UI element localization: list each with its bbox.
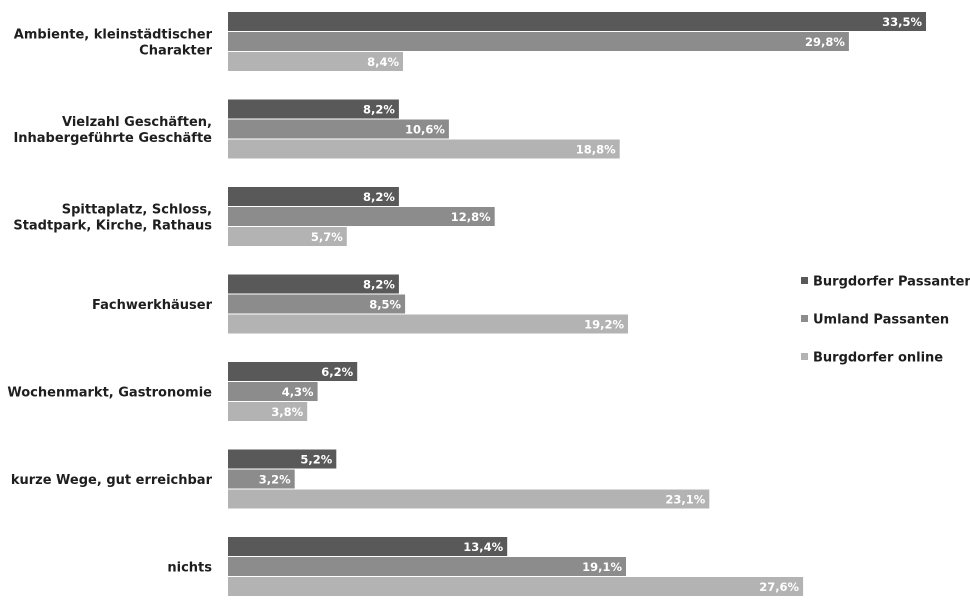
legend-swatch-burgdorfer-online [801, 353, 808, 360]
bar-burgdorfer-passanten-ambiente-kleinst-dtischer-charakter [228, 12, 926, 31]
data-label-umland-passanten-spittaplatz-schloss-stadtpark-kirche-rathaus: 12,8% [451, 210, 491, 224]
legend-swatch-burgdorfer-passanten [801, 277, 808, 284]
data-label-burgdorfer-online-spittaplatz-schloss-stadtpark-kirche-rathaus: 5,7% [311, 230, 343, 244]
data-label-burgdorfer-online-wochenmarkt-gastronomie: 3,8% [271, 405, 303, 419]
legend-swatch-umland-passanten [801, 315, 808, 322]
legend-label-burgdorfer-online: Burgdorfer online [813, 351, 943, 366]
data-label-burgdorfer-passanten-nichts: 13,4% [463, 540, 503, 554]
data-label-burgdorfer-online-kurze-wege-gut-erreichbar: 23,1% [665, 493, 705, 507]
legend-label-umland-passanten: Umland Passanten [813, 313, 949, 328]
data-label-burgdorfer-online-fachwerkh-user: 19,2% [584, 318, 624, 332]
data-label-umland-passanten-kurze-wege-gut-erreichbar: 3,2% [259, 473, 291, 487]
bar-burgdorfer-passanten-kurze-wege-gut-erreichbar [228, 449, 337, 469]
bar-umland-passanten-wochenmarkt-gastronomie [228, 382, 318, 401]
data-label-umland-passanten-nichts: 19,1% [582, 560, 622, 574]
bar-burgdorfer-online-vielzahl-gesch-ften-inhabergef-hrte-gesch-fte [228, 139, 620, 159]
bar-umland-passanten-fachwerkh-user [228, 294, 406, 314]
bar-burgdorfer-passanten-wochenmarkt-gastronomie [228, 362, 358, 381]
bars: 33,5% 29,8% 8,4% 8,2% 10,6% 18,8% 8,2% 12,8% 5,7… [228, 12, 926, 596]
data-label-umland-passanten-fachwerkh-user: 8,5% [369, 298, 401, 312]
bar-umland-passanten-spittaplatz-schloss-stadtpark-kirche-rathaus [228, 207, 495, 226]
data-label-umland-passanten-wochenmarkt-gastronomie: 4,3% [282, 385, 314, 399]
bar-burgdorfer-online-kurze-wege-gut-erreichbar [228, 489, 710, 509]
data-label-burgdorfer-passanten-kurze-wege-gut-erreichbar: 5,2% [300, 453, 332, 467]
bar-burgdorfer-online-fachwerkh-user [228, 314, 628, 334]
data-label-burgdorfer-online-vielzahl-gesch-ften-inhabergef-hrte-gesch-fte: 18,8% [576, 143, 616, 157]
category-label-spittaplatz-schloss-stadtpark-kirche-rathaus: Spittaplatz, Schloss, Stadtpark, Kirche, … [13, 203, 212, 234]
bar-burgdorfer-online-wochenmarkt-gastronomie [228, 402, 308, 421]
category-label-kurze-wege-gut-erreichbar: kurze Wege, gut erreichbar [11, 473, 213, 488]
legend: Burgdorfer Passanten Umland Passanten Burg… [801, 275, 970, 366]
data-label-burgdorfer-passanten-spittaplatz-schloss-stadtpark-kirche-rathaus: 8,2% [363, 190, 395, 204]
data-label-burgdorfer-online-ambiente-kleinst-dtischer-charakter: 8,4% [367, 55, 399, 69]
bar-umland-passanten-nichts [228, 557, 626, 576]
bar-burgdorfer-online-nichts [228, 577, 804, 596]
bar-burgdorfer-online-spittaplatz-schloss-stadtpark-kirche-rathaus [228, 227, 347, 246]
legend-label-burgdorfer-passanten: Burgdorfer Passanten [813, 275, 970, 290]
category-label-ambiente-kleinst-dtischer-charakter: Ambiente, kleinstädtischer Charakter [14, 28, 213, 59]
data-label-burgdorfer-passanten-vielzahl-gesch-ften-inhabergef-hrte-gesch-fte: 8,2% [363, 103, 395, 117]
category-label-fachwerkh-user: Fachwerkhäuser [92, 298, 213, 313]
bar-umland-passanten-vielzahl-gesch-ften-inhabergef-hrte-gesch-fte [228, 119, 449, 139]
data-label-burgdorfer-passanten-wochenmarkt-gastronomie: 6,2% [321, 365, 353, 379]
bar-burgdorfer-passanten-vielzahl-gesch-ften-inhabergef-hrte-gesch-fte [228, 99, 399, 119]
bar-umland-passanten-ambiente-kleinst-dtischer-charakter [228, 32, 849, 51]
data-label-burgdorfer-passanten-fachwerkh-user: 8,2% [363, 278, 395, 292]
category-labels: Ambiente, kleinstädtischer Charakter Vielz… [7, 28, 212, 576]
category-label-vielzahl-gesch-ften-inhabergef-hrte-gesch-fte: Vielzahl Geschäften, Inhabergeführte Gesc… [13, 115, 212, 146]
category-label-wochenmarkt-gastronomie: Wochenmarkt, Gastronomie [7, 386, 212, 401]
data-label-umland-passanten-ambiente-kleinst-dtischer-charakter: 29,8% [805, 35, 845, 49]
category-label-nichts: nichts [167, 561, 212, 576]
bar-umland-passanten-kurze-wege-gut-erreichbar [228, 469, 295, 489]
bar-burgdorfer-passanten-fachwerkh-user [228, 274, 399, 294]
data-label-umland-passanten-vielzahl-gesch-ften-inhabergef-hrte-gesch-fte: 10,6% [405, 123, 445, 137]
data-label-burgdorfer-passanten-ambiente-kleinst-dtischer-charakter: 33,5% [882, 15, 922, 29]
bar-burgdorfer-passanten-spittaplatz-schloss-stadtpark-kirche-rathaus [228, 187, 399, 206]
data-label-burgdorfer-online-nichts: 27,6% [759, 580, 799, 594]
bar-burgdorfer-online-ambiente-kleinst-dtischer-charakter [228, 52, 403, 71]
bar-burgdorfer-passanten-nichts [228, 537, 508, 556]
